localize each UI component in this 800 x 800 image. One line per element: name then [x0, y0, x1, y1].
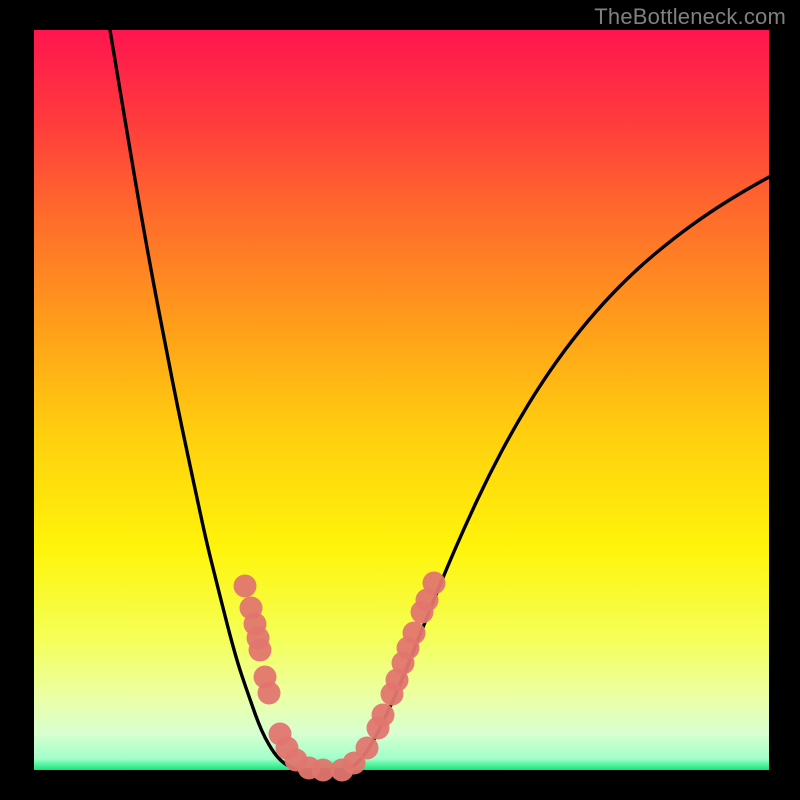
- watermark-text: TheBottleneck.com: [594, 4, 786, 30]
- data-markers: [234, 572, 446, 782]
- data-marker: [403, 622, 426, 645]
- data-marker: [258, 682, 281, 705]
- data-marker: [234, 575, 257, 598]
- data-marker: [372, 704, 395, 727]
- data-marker: [356, 737, 379, 760]
- bottleneck-curve: [110, 30, 769, 770]
- chart-svg: [34, 30, 769, 770]
- data-marker: [249, 639, 272, 662]
- plot-area: [34, 30, 769, 770]
- data-marker: [423, 572, 446, 595]
